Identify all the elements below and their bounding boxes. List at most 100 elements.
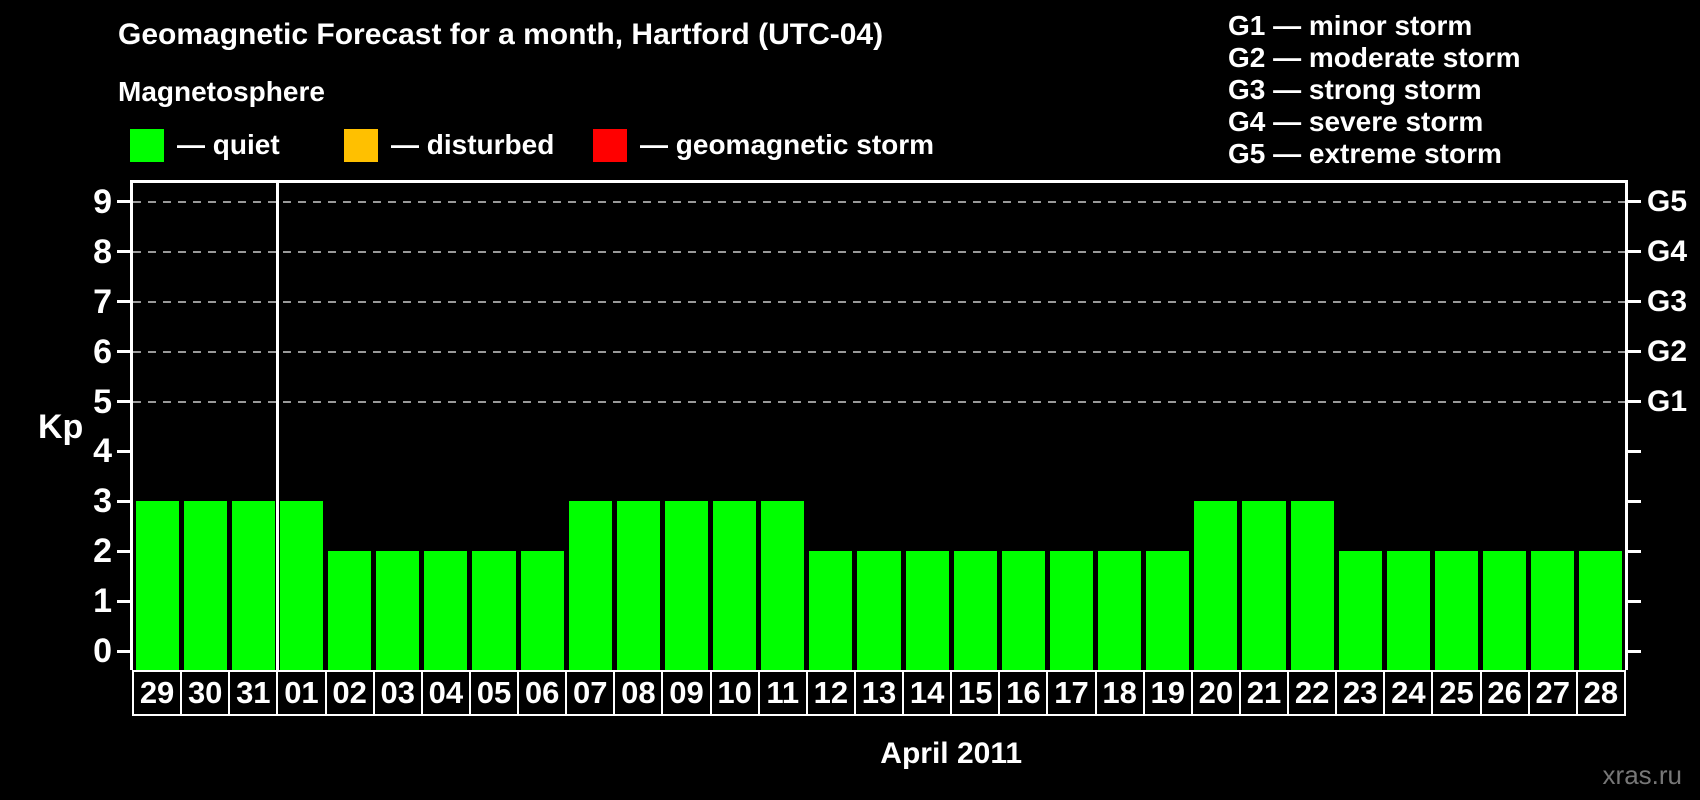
kp-bar-day-14 (905, 551, 949, 670)
kp-bar-day-01 (279, 501, 323, 670)
storm-scale-legend: G1 — minor storm G2 — moderate storm G3 … (1228, 10, 1521, 170)
y-axis-title: Kp (38, 408, 84, 446)
day-label-16: 16 (998, 670, 1049, 716)
y-axis-tick-left-1 (117, 599, 130, 603)
watermark: xras.ru (1602, 760, 1682, 790)
right-axis-label-g4: G4 (1647, 234, 1688, 268)
day-label-05: 05 (468, 670, 520, 716)
day-label-21: 21 (1238, 670, 1290, 716)
kp-bar-day-31 (231, 501, 275, 670)
y-axis-label-1: 1 (93, 582, 112, 621)
kp-bar-day-13 (857, 551, 901, 670)
y-axis-tick-left-0 (117, 649, 130, 653)
y-axis-tick-left-9 (117, 200, 130, 204)
disturbed-color-swatch-icon (344, 128, 378, 162)
kp-bar-day-06 (520, 551, 564, 670)
kp-bar-day-12 (809, 551, 853, 670)
storm-scale-line-g4: G4 — severe storm (1228, 106, 1484, 137)
kp-bar-day-17 (1049, 551, 1094, 670)
y-axis-tick-right-2 (1628, 549, 1641, 553)
right-axis-label-g5: G5 (1647, 184, 1688, 218)
y-axis-tick-right-0 (1628, 649, 1641, 653)
month-label: April 2011 (880, 737, 1023, 770)
y-axis-tick-right-9 (1628, 200, 1641, 204)
y-axis-tick-right-6 (1628, 350, 1641, 354)
kp-bar-day-11 (761, 501, 805, 670)
legend-label-storm: — geomagnetic storm (640, 129, 935, 160)
y-axis-label-2: 2 (93, 532, 112, 571)
y-axis-label-9: 9 (93, 182, 112, 221)
day-label-02: 02 (324, 670, 375, 716)
y-axis-tick-right-3 (1628, 499, 1641, 503)
gridline-kp-7 (133, 300, 1625, 303)
right-axis-label-g1: G1 (1647, 384, 1688, 418)
kp-bar-day-20 (1194, 501, 1238, 670)
y-axis-label-0: 0 (93, 632, 112, 670)
day-label-04: 04 (420, 670, 471, 716)
y-axis-tick-right-5 (1628, 400, 1641, 403)
kp-bar-day-16 (1001, 551, 1045, 670)
y-axis-label-3: 3 (93, 482, 112, 521)
kp-bar-day-10 (713, 501, 757, 670)
kp-bar-day-15 (953, 551, 997, 670)
storm-scale-line-g3: G3 — strong storm (1228, 74, 1482, 105)
legend-label-disturbed: — disturbed (391, 129, 555, 160)
y-axis-label-4: 4 (93, 432, 112, 471)
day-label-18: 18 (1094, 670, 1145, 716)
page-title: Geomagnetic Forecast for a month, Hartfo… (118, 18, 884, 51)
y-axis-tick-right-8 (1628, 250, 1641, 254)
day-label-15: 15 (950, 670, 1001, 716)
storm-scale-line-g1: G1 — minor storm (1228, 10, 1473, 41)
day-label-25: 25 (1431, 670, 1482, 716)
gridline-kp-5 (133, 400, 1625, 403)
kp-bar-day-25 (1434, 551, 1479, 670)
y-axis-label-6: 6 (93, 332, 112, 371)
kp-bar-day-27 (1531, 551, 1575, 670)
kp-bar-day-19 (1146, 551, 1190, 670)
legend-item-quiet: — quiet (130, 127, 280, 163)
day-label-14: 14 (902, 670, 953, 716)
day-label-03: 03 (372, 670, 423, 716)
day-label-23: 23 (1335, 670, 1386, 716)
day-label-24: 24 (1383, 670, 1434, 716)
y-axis-label-8: 8 (93, 232, 112, 271)
kp-bar-day-18 (1098, 551, 1142, 670)
kp-bar-day-05 (472, 551, 516, 670)
legend-item-disturbed: — disturbed (344, 127, 554, 163)
day-label-20: 20 (1190, 670, 1241, 716)
day-label-13: 13 (853, 670, 905, 716)
y-axis-tick-right-7 (1628, 300, 1641, 304)
day-label-09: 09 (661, 670, 712, 716)
kp-bar-day-04 (424, 551, 468, 670)
y-axis-tick-left-5 (117, 400, 130, 403)
day-label-30: 30 (180, 670, 231, 716)
day-label-11: 11 (757, 670, 808, 716)
kp-bar-day-22 (1290, 501, 1334, 670)
day-label-01: 01 (276, 670, 327, 716)
y-axis-tick-left-3 (117, 499, 130, 503)
day-label-28: 28 (1575, 670, 1626, 716)
y-axis-tick-left-2 (117, 549, 130, 553)
day-label-17: 17 (1046, 670, 1097, 716)
day-label-12: 12 (805, 670, 856, 716)
kp-bar-day-29 (135, 501, 179, 670)
storm-scale-line-g5: G5 — extreme storm (1228, 138, 1502, 169)
kp-bar-day-09 (664, 501, 709, 670)
magnetosphere-legend-heading: Magnetosphere (118, 76, 325, 107)
gridline-kp-8 (133, 250, 1625, 253)
legend-label-quiet: — quiet (177, 129, 280, 160)
day-label-10: 10 (709, 670, 760, 716)
kp-bar-day-02 (328, 551, 372, 670)
legend-item-storm: — geomagnetic storm (593, 127, 934, 163)
right-axis-label-g3: G3 (1647, 284, 1688, 318)
y-axis-tick-left-4 (117, 449, 130, 453)
gridline-kp-6 (133, 350, 1625, 353)
y-axis-tick-left-7 (117, 300, 130, 304)
kp-bar-day-03 (376, 551, 420, 670)
gridline-kp-9 (133, 200, 1625, 203)
day-label-07: 07 (565, 670, 616, 716)
day-label-06: 06 (517, 670, 568, 716)
kp-bar-day-21 (1242, 501, 1286, 670)
day-label-26: 26 (1479, 670, 1530, 716)
